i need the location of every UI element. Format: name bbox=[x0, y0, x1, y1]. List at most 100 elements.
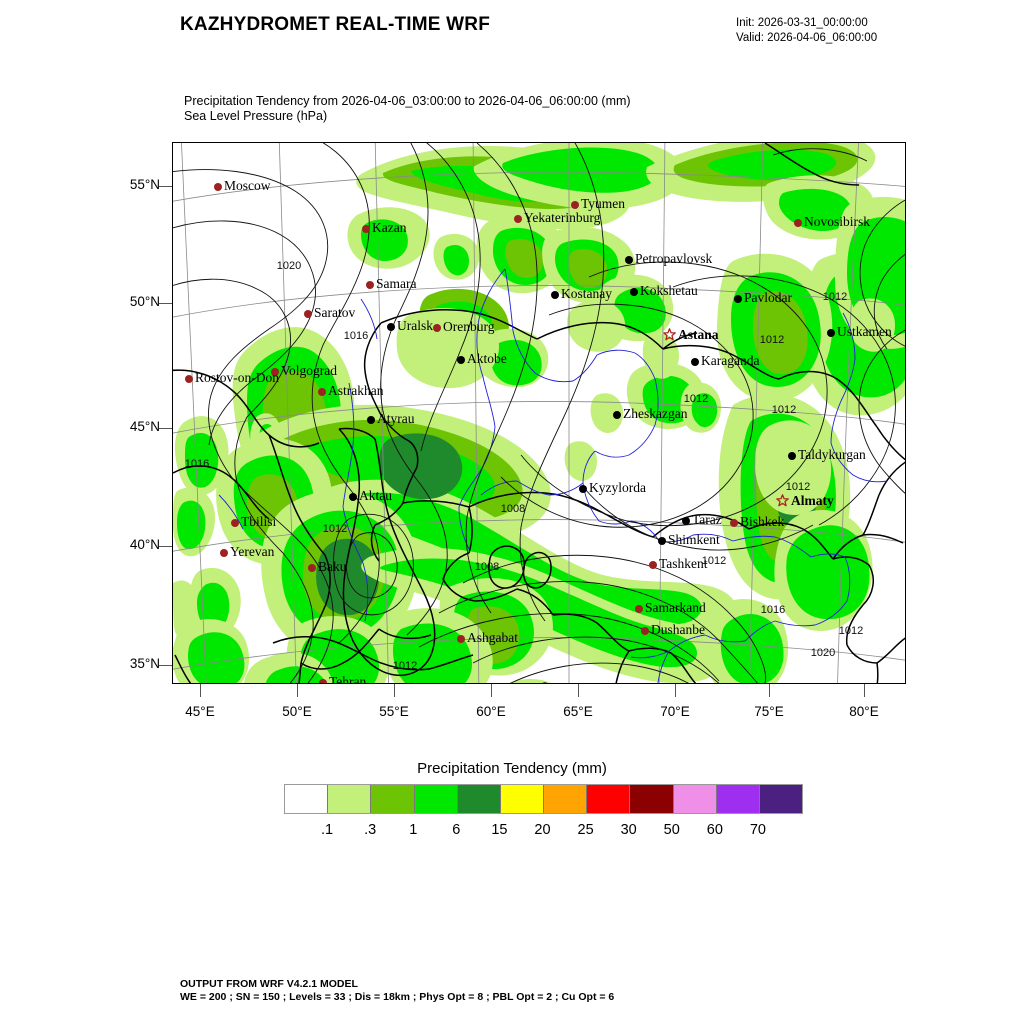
city-label: Moscow bbox=[224, 178, 271, 193]
isobar-label: 1012 bbox=[823, 291, 847, 303]
city-marker-taldykurgan[interactable]: Taldykurgan bbox=[788, 448, 866, 462]
city-dot-domestic-icon bbox=[551, 291, 559, 299]
isobar-label: 1012 bbox=[839, 625, 863, 637]
city-marker-ashgabat[interactable]: Ashgabat bbox=[457, 631, 518, 645]
city-dot-domestic-icon bbox=[630, 288, 638, 296]
footer-line-model: OUTPUT FROM WRF V4.2.1 MODEL bbox=[180, 978, 358, 990]
city-dot-domestic-icon bbox=[349, 493, 357, 501]
city-marker-volgograd[interactable]: Volgograd bbox=[271, 364, 337, 378]
city-marker-kokshetau[interactable]: Kokshetau bbox=[630, 284, 698, 298]
city-marker-zheskazgan[interactable]: Zheskazgan bbox=[613, 407, 687, 421]
city-marker-ustkamen[interactable]: Ustkamen bbox=[827, 325, 892, 339]
init-time: Init: 2026-03-31_00:00:00 bbox=[736, 17, 868, 29]
city-marker-rostov-on-don[interactable]: Rostov-on-Don bbox=[185, 371, 279, 385]
city-marker-novosibirsk[interactable]: Novosibirsk bbox=[794, 215, 870, 229]
colorbar-tick-label: 1 bbox=[409, 822, 418, 838]
colorbar-swatch[interactable] bbox=[414, 785, 458, 813]
colorbar-swatch[interactable] bbox=[587, 785, 631, 813]
page-title: KAZHYDROMET REAL-TIME WRF bbox=[180, 14, 491, 35]
city-marker-tehran[interactable]: Tehran bbox=[319, 674, 367, 684]
colorbar-swatch[interactable] bbox=[630, 785, 674, 813]
isobar-label: 1012 bbox=[684, 393, 708, 405]
city-dot-foreign-icon bbox=[794, 219, 802, 227]
lon-tick-label: 70°E bbox=[660, 704, 690, 719]
lon-tick-mark bbox=[864, 684, 866, 697]
city-marker-tashkent[interactable]: Tashkent bbox=[649, 557, 708, 571]
city-dot-foreign-icon bbox=[730, 519, 738, 527]
colorbar-tick-label: 50 bbox=[663, 822, 680, 838]
colorbar-swatch[interactable] bbox=[500, 785, 545, 813]
isobar-label: 1020 bbox=[811, 647, 835, 659]
isobar-label: 1016 bbox=[344, 330, 368, 342]
lon-tick-mark bbox=[491, 684, 493, 697]
colorbar-swatch[interactable] bbox=[716, 785, 760, 813]
lon-tick-mark bbox=[769, 684, 771, 697]
colorbar-swatch[interactable] bbox=[457, 785, 501, 813]
city-dot-foreign-icon bbox=[635, 605, 643, 613]
city-marker-yerevan[interactable]: Yerevan bbox=[220, 545, 274, 559]
colorbar-tick-label: 60 bbox=[706, 822, 723, 838]
city-marker-samarkand[interactable]: Samarkand bbox=[635, 601, 706, 615]
city-label: Tehran bbox=[329, 674, 367, 684]
city-dot-foreign-icon bbox=[304, 310, 312, 318]
city-marker-astrakhan[interactable]: Astrakhan bbox=[318, 384, 383, 398]
city-dot-domestic-icon bbox=[613, 411, 621, 419]
city-marker-orenburg[interactable]: Orenburg bbox=[433, 320, 495, 334]
city-marker-atyrau[interactable]: Atyrau bbox=[367, 412, 415, 426]
city-marker-saratov[interactable]: Saratov bbox=[304, 306, 355, 320]
city-marker-bishkek[interactable]: Bishkek bbox=[730, 515, 784, 529]
city-label: Kokshetau bbox=[640, 283, 698, 298]
city-label: Shimkent bbox=[668, 532, 720, 547]
city-dot-domestic-icon bbox=[625, 256, 633, 264]
plot-subtitle: Precipitation Tendency from 2026-04-06_0… bbox=[184, 94, 631, 124]
isobar-label: 1012 bbox=[772, 404, 796, 416]
city-marker-astana[interactable]: Astana bbox=[663, 328, 719, 342]
city-marker-dushanbe[interactable]: Dushanbe bbox=[641, 623, 705, 637]
city-marker-aktau[interactable]: Aktau bbox=[349, 489, 392, 503]
colorbar-swatch[interactable] bbox=[544, 785, 588, 813]
city-dot-foreign-icon bbox=[319, 679, 327, 683]
city-label: Kyzylorda bbox=[589, 480, 646, 495]
colorbar-swatch[interactable] bbox=[759, 785, 803, 813]
city-marker-karaganda[interactable]: Karaganda bbox=[691, 354, 759, 368]
colorbar-swatch[interactable] bbox=[328, 785, 372, 813]
city-dot-domestic-icon bbox=[827, 329, 835, 337]
weather-map[interactable]: 1020 1016 1016 1012 1012 1012 1012 1012 1012 1012… bbox=[172, 142, 906, 684]
city-dot-foreign-icon bbox=[308, 564, 316, 572]
city-marker-moscow[interactable]: Moscow bbox=[214, 179, 271, 193]
city-marker-baku[interactable]: Baku bbox=[308, 560, 347, 574]
colorbar-swatch[interactable] bbox=[371, 785, 415, 813]
city-dot-foreign-icon bbox=[457, 635, 465, 643]
city-label: Novosibirsk bbox=[804, 214, 871, 229]
city-dot-foreign-icon bbox=[220, 549, 228, 557]
colorbar-swatch[interactable] bbox=[673, 785, 717, 813]
city-marker-uralsk[interactable]: Uralsk bbox=[387, 319, 433, 333]
city-marker-petropavlovsk[interactable]: Petropavlovsk bbox=[625, 252, 712, 266]
colorbar-tick-label: 25 bbox=[577, 822, 594, 838]
city-marker-taraz[interactable]: Taraz bbox=[682, 513, 722, 527]
lon-tick-label: 55°E bbox=[379, 704, 409, 719]
city-label: Samara bbox=[376, 276, 417, 291]
lon-tick-label: 65°E bbox=[563, 704, 593, 719]
isobar-label: 1012 bbox=[323, 523, 347, 535]
city-marker-kostanay[interactable]: Kostanay bbox=[551, 287, 612, 301]
city-marker-kyzylorda[interactable]: Kyzylorda bbox=[579, 481, 646, 495]
city-marker-almaty[interactable]: Almaty bbox=[776, 494, 834, 508]
city-marker-tbilisi[interactable]: Tbilisi bbox=[231, 515, 276, 529]
isobar-label: 1012 bbox=[786, 481, 810, 493]
city-marker-pavlodar[interactable]: Pavlodar bbox=[734, 291, 792, 305]
subtitle-line-pressure: Sea Level Pressure (hPa) bbox=[184, 109, 328, 123]
city-dot-foreign-icon bbox=[271, 368, 279, 376]
capital-star-icon bbox=[663, 328, 676, 341]
city-marker-kazan[interactable]: Kazan bbox=[362, 221, 406, 235]
colorbar-swatch[interactable] bbox=[285, 785, 329, 813]
city-label: Atyrau bbox=[377, 411, 415, 426]
colorbar[interactable] bbox=[284, 784, 803, 814]
city-marker-yekaterinburg[interactable]: Yekaterinburg bbox=[514, 211, 600, 225]
city-marker-tyumen[interactable]: Tyumen bbox=[571, 197, 625, 211]
city-marker-aktobe[interactable]: Aktobe bbox=[457, 352, 507, 366]
city-marker-samara[interactable]: Samara bbox=[366, 277, 416, 291]
colorbar-tick-label: 30 bbox=[620, 822, 637, 838]
city-label: Karaganda bbox=[701, 353, 760, 368]
city-marker-shimkent[interactable]: Shimkent bbox=[658, 533, 720, 547]
